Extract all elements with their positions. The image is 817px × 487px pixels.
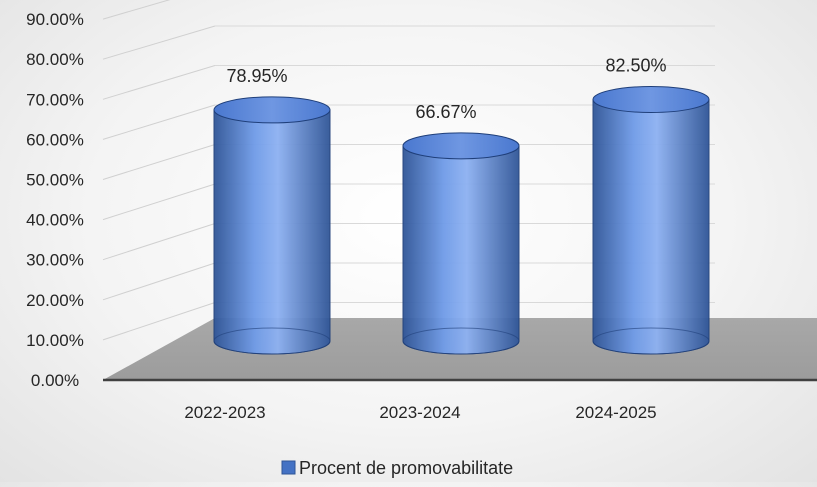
gridline-diagonal — [102, 104, 216, 140]
y-tick-label: 10.00% — [26, 331, 84, 350]
y-tick-label: 60.00% — [26, 130, 84, 149]
bars — [213, 85, 710, 355]
bar — [402, 132, 520, 355]
y-tick-label: 40.00% — [26, 211, 84, 230]
bar-top — [213, 96, 331, 124]
bar-base — [402, 327, 520, 355]
gridline-diagonal — [102, 183, 216, 221]
y-axis: 0.00% 10.00% 20.00% 30.00% 40.00% 50.00% 60.00… — [26, 10, 817, 390]
gridline-diagonal — [102, 65, 216, 100]
y-tick-label: 80.00% — [26, 50, 84, 69]
legend-swatch — [281, 460, 296, 475]
y-tick-label: 0.00% — [31, 371, 79, 390]
bar — [592, 85, 710, 355]
y-tick-label: 90.00% — [26, 10, 84, 29]
bar-base — [592, 327, 710, 355]
x-tick-label: 2023-2024 — [379, 403, 460, 422]
gridline-diagonal — [102, 144, 216, 180]
bar-body — [402, 145, 520, 355]
gridline-diagonal — [102, 0, 171, 20]
bar-top — [402, 132, 520, 160]
data-label: 82.50% — [605, 55, 666, 75]
data-label: 66.67% — [415, 102, 476, 122]
y-tick-label: 30.00% — [26, 251, 84, 270]
gridline-diagonal — [102, 302, 216, 341]
data-labels: 78.95% 66.67% 82.50% — [226, 55, 666, 121]
bar — [213, 96, 331, 355]
bar-base — [213, 327, 331, 355]
bar-body — [592, 98, 710, 355]
bar-body — [213, 109, 331, 355]
x-axis: 2022-2023 2023-2024 2024-2025 — [184, 403, 656, 422]
y-tick-label: 20.00% — [26, 291, 84, 310]
gridline-diagonal — [102, 223, 216, 261]
gridline-diagonal — [102, 262, 216, 301]
bar-top — [592, 85, 710, 113]
data-label: 78.95% — [226, 66, 287, 86]
legend: Procent de promovabilitate — [281, 458, 513, 478]
gridline-diagonal — [102, 25, 216, 60]
y-tick-label: 50.00% — [26, 171, 84, 190]
x-tick-label: 2022-2023 — [184, 403, 265, 422]
y-tick-label: 70.00% — [26, 90, 84, 109]
legend-label: Procent de promovabilitate — [299, 458, 513, 478]
x-tick-label: 2024-2025 — [575, 403, 656, 422]
